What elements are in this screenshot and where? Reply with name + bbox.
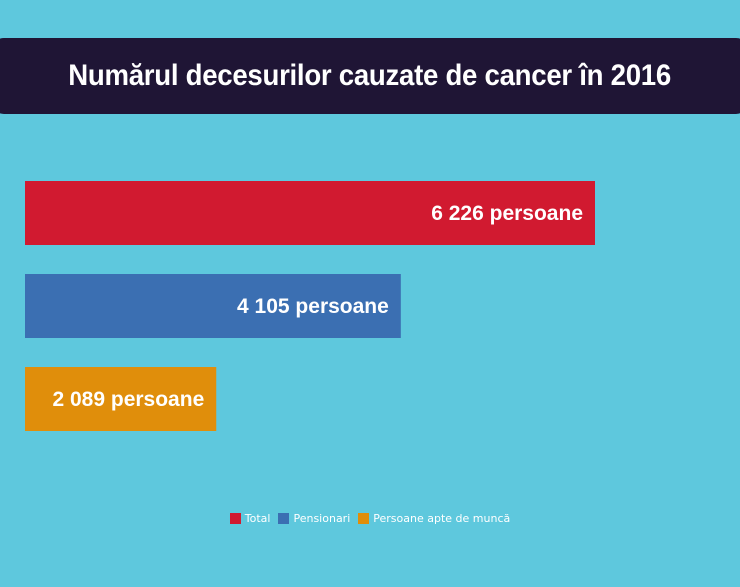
chart-legend: Total Pensionari Persoane apte de muncă [0,512,740,525]
legend-item-pensionari: Pensionari [278,512,350,525]
title-banner: Numărul decesurilor cauzate de cancer în… [0,38,740,114]
legend-swatch-total [229,513,241,524]
chart-title: Numărul decesurilor cauzate de cancer în… [68,59,672,92]
bar-total [25,181,595,245]
legend-label-persoane-apte: Persoane apte de muncă [373,512,511,525]
legend-swatch-pensionari [278,513,290,524]
legend-item-persoane-apte: Persoane apte de muncă [358,512,510,525]
bar-label-persoane-apte: 2 089 persoane [52,388,204,411]
bar-pensionari [25,274,401,338]
legend-label-total: Total [244,512,271,525]
bar-label-pensionari: 4 105 persoane [237,295,389,318]
legend-swatch-persoane-apte [358,513,370,524]
legend-label-pensionari: Pensionari [293,512,351,525]
bar-persoane-apte [25,367,217,431]
bar-label-total: 6 226 persoane [431,202,583,225]
legend-item-total: Total [229,512,271,525]
